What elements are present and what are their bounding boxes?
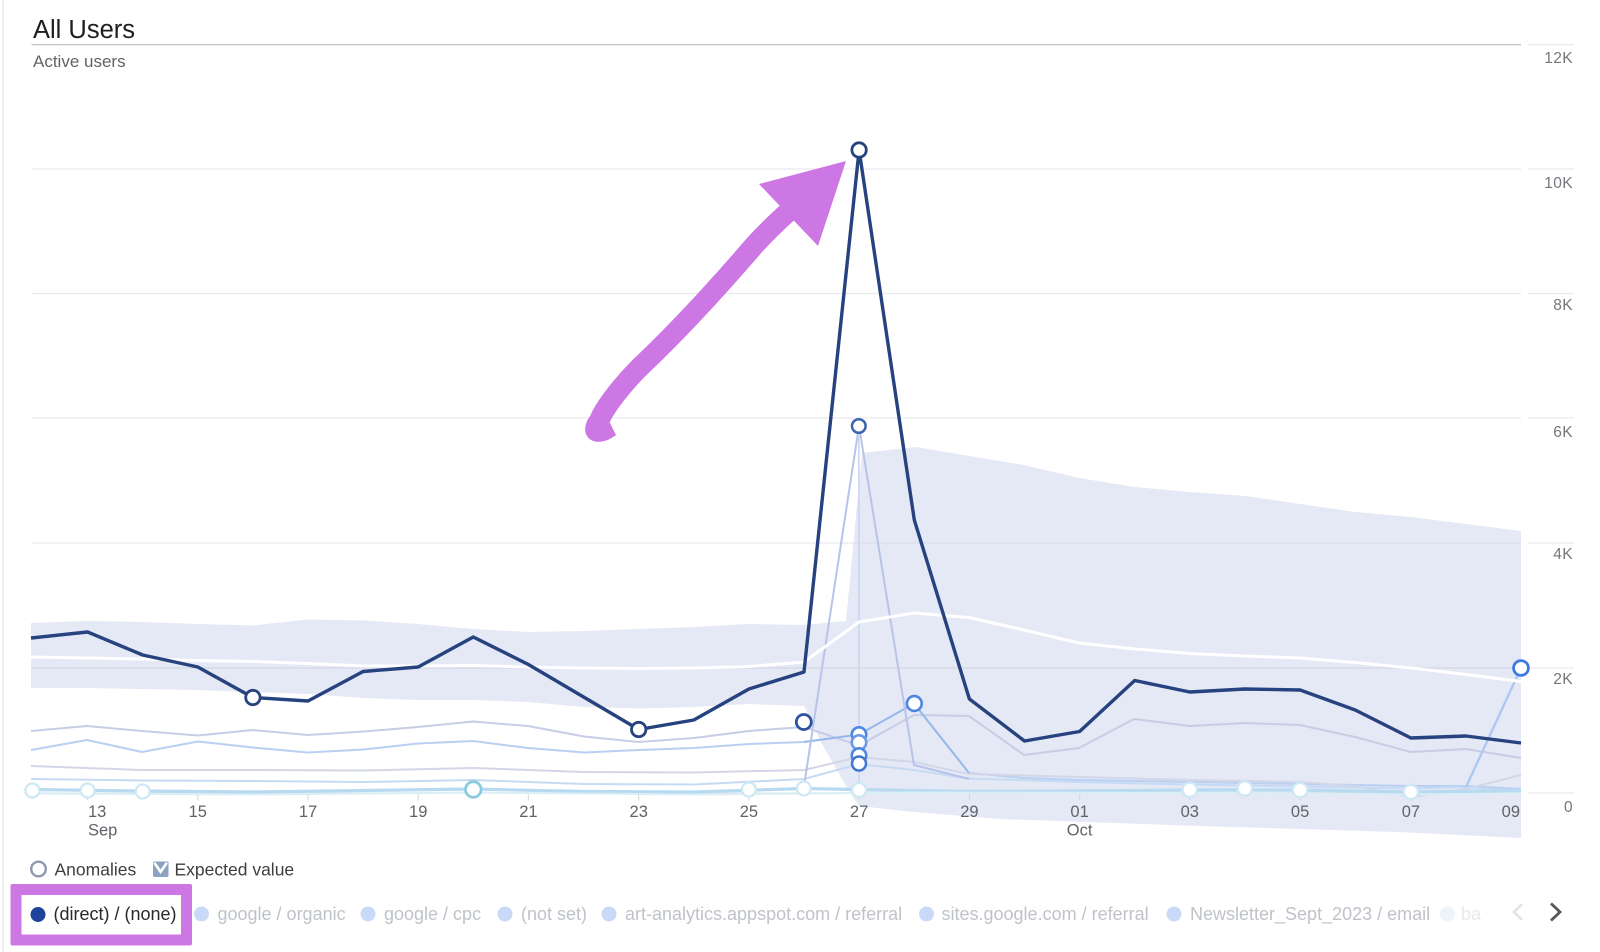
svg-text:17: 17 xyxy=(299,803,317,821)
svg-text:Active users: Active users xyxy=(33,52,126,71)
svg-text:google / cpc: google / cpc xyxy=(384,904,481,924)
svg-text:27: 27 xyxy=(850,803,868,821)
svg-text:03: 03 xyxy=(1181,803,1199,821)
svg-text:6K: 6K xyxy=(1553,424,1573,441)
svg-text:ba: ba xyxy=(1461,904,1482,924)
svg-text:sites.google.com / referral: sites.google.com / referral xyxy=(942,904,1149,924)
svg-text:Newsletter_Sept_2023 / email: Newsletter_Sept_2023 / email xyxy=(1190,904,1430,925)
svg-text:All Users: All Users xyxy=(33,16,135,44)
svg-text:(direct) / (none): (direct) / (none) xyxy=(54,904,177,924)
svg-text:2K: 2K xyxy=(1553,671,1573,688)
svg-text:0: 0 xyxy=(1564,799,1573,816)
svg-text:07: 07 xyxy=(1402,803,1420,821)
svg-text:10K: 10K xyxy=(1544,175,1573,192)
svg-text:google / organic: google / organic xyxy=(218,904,346,924)
svg-text:19: 19 xyxy=(409,803,427,821)
svg-text:8K: 8K xyxy=(1553,297,1573,314)
svg-text:12K: 12K xyxy=(1544,50,1573,67)
svg-text:Expected value: Expected value xyxy=(175,860,295,880)
svg-text:23: 23 xyxy=(630,803,648,821)
svg-text:25: 25 xyxy=(740,803,758,821)
svg-text:21: 21 xyxy=(519,803,537,821)
svg-text:29: 29 xyxy=(960,803,978,821)
svg-text:Sep: Sep xyxy=(88,822,117,840)
svg-text:Oct: Oct xyxy=(1067,822,1093,840)
svg-text:(not set): (not set) xyxy=(521,904,587,924)
svg-text:4K: 4K xyxy=(1553,546,1573,563)
svg-text:05: 05 xyxy=(1291,803,1309,821)
svg-text:09: 09 xyxy=(1502,803,1520,821)
svg-text:Anomalies: Anomalies xyxy=(55,860,137,880)
svg-text:13: 13 xyxy=(88,803,106,821)
svg-text:01: 01 xyxy=(1070,803,1088,821)
svg-text:15: 15 xyxy=(189,803,207,821)
svg-text:art-analytics.appspot.com / re: art-analytics.appspot.com / referral xyxy=(625,904,902,924)
